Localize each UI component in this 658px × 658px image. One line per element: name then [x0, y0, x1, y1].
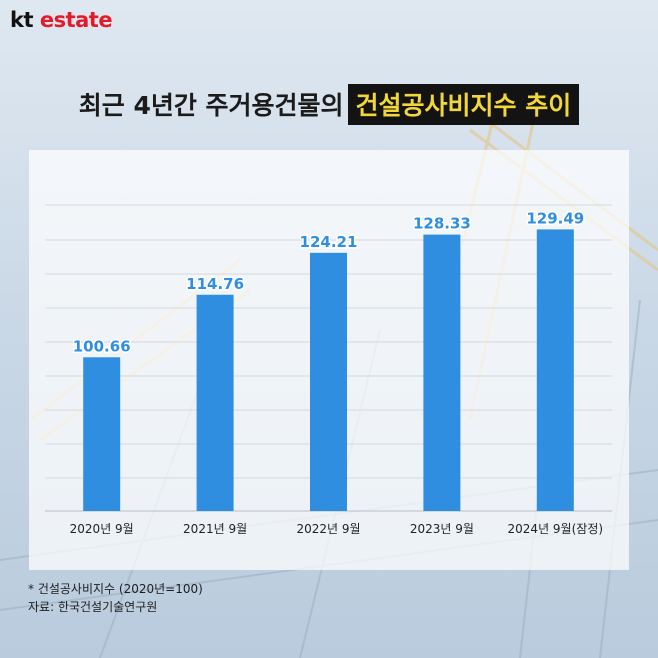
footnote-index-base: * 건설공사비지수 (2020년=100)	[28, 582, 203, 596]
data-label: 124.21	[300, 233, 358, 251]
footnote-source: 자료: 한국건설기술연구원	[28, 600, 158, 614]
title-text: 최근 4년간 주거용건물의	[78, 91, 344, 120]
bar	[423, 234, 461, 511]
logo-estate: estate	[39, 8, 113, 32]
bar	[83, 357, 121, 511]
data-label: 114.76	[186, 275, 244, 293]
data-label: 129.49	[526, 209, 584, 227]
title-highlight: 건설공사비지수 추이	[347, 83, 580, 125]
brand-logo: kt estate	[10, 8, 113, 32]
x-tick-label: 2024년 9월(잠정)	[508, 522, 604, 536]
data-label: 100.66	[73, 337, 131, 355]
bar	[310, 252, 347, 511]
x-tick-label: 2022년 9월	[296, 522, 360, 536]
logo-kt: kt	[10, 8, 34, 32]
x-tick-label: 2021년 9월	[183, 522, 247, 536]
bar	[536, 229, 574, 511]
x-tick-label: 2020년 9월	[70, 522, 134, 536]
data-label: 128.33	[413, 215, 471, 233]
chart-title: 최근 4년간 주거용건물의 건설공사비지수 추이	[0, 83, 658, 125]
x-tick-label: 2023년 9월	[410, 522, 474, 536]
bar	[196, 294, 234, 511]
